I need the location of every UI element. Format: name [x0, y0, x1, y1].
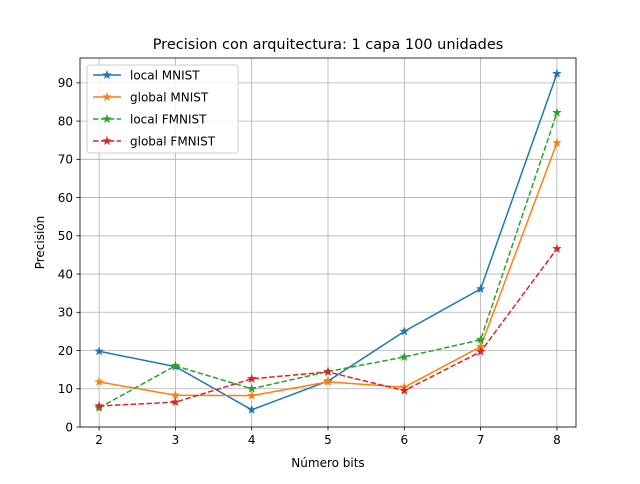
data-point-star: [475, 334, 486, 344]
legend-item: local FMNIST: [93, 113, 207, 127]
x-tick-label: 4: [248, 433, 256, 447]
data-point-star: [475, 346, 486, 356]
data-point-star: [246, 390, 257, 400]
data-point-star: [246, 383, 257, 393]
legend-label: global FMNIST: [130, 135, 216, 149]
chart-title: Precision con arquitectura: 1 capa 100 u…: [153, 37, 504, 53]
y-tick-label: 10: [58, 382, 73, 396]
data-point-star: [552, 68, 562, 78]
data-point-star: [94, 400, 104, 411]
data-point-star: [323, 376, 333, 387]
y-tick-label: 80: [58, 114, 73, 128]
data-point-star: [246, 373, 257, 383]
data-point-star: [94, 346, 104, 356]
x-tick-label: 7: [477, 433, 485, 447]
legend-item: global MNIST: [93, 91, 209, 105]
data-point-star: [170, 360, 181, 370]
legend-item: local MNIST: [93, 69, 200, 83]
legend-item: global FMNIST: [93, 135, 216, 149]
data-point-star: [94, 376, 104, 387]
y-tick-label: 70: [58, 153, 73, 167]
y-tick-label: 90: [58, 76, 73, 90]
legend-star-icon: [102, 135, 112, 146]
y-tick-label: 50: [58, 229, 73, 243]
legend-label: local MNIST: [130, 69, 200, 83]
legend-star-icon: [102, 69, 112, 80]
series-group: [94, 68, 562, 414]
x-tick-label: 5: [324, 433, 332, 447]
data-point-star: [475, 283, 486, 294]
legend-label: local FMNIST: [130, 113, 207, 127]
data-point-star: [246, 404, 257, 414]
data-point-star: [399, 326, 410, 336]
y-tick-label: 20: [58, 344, 73, 358]
legend-label: global MNIST: [130, 91, 209, 105]
legend-box: [86, 64, 239, 154]
x-tick-label: 8: [553, 433, 561, 447]
data-point-star: [552, 137, 562, 148]
y-tick-label: 60: [58, 191, 73, 205]
legend-star-icon: [102, 113, 112, 124]
y-tick-label: 0: [65, 420, 73, 434]
x-axis-label: Número bits: [291, 456, 364, 470]
x-tick-label: 6: [400, 433, 408, 447]
legend-star-icon: [102, 91, 112, 102]
data-point-star: [552, 107, 562, 117]
series-global-fmnist: [94, 243, 562, 411]
data-point-star: [399, 385, 410, 395]
y-axis-label: Precisión: [33, 216, 47, 270]
data-point-star: [170, 396, 181, 407]
y-tick-label: 40: [58, 267, 73, 281]
legend: local MNIST global MNIST local FMNIST globa…: [86, 64, 239, 154]
x-tick-label: 3: [172, 433, 180, 447]
x-tick-label: 2: [95, 433, 103, 447]
data-point-star: [552, 243, 562, 253]
data-point-star: [399, 351, 410, 362]
y-tick-label: 30: [58, 306, 73, 320]
data-point-star: [323, 366, 333, 377]
